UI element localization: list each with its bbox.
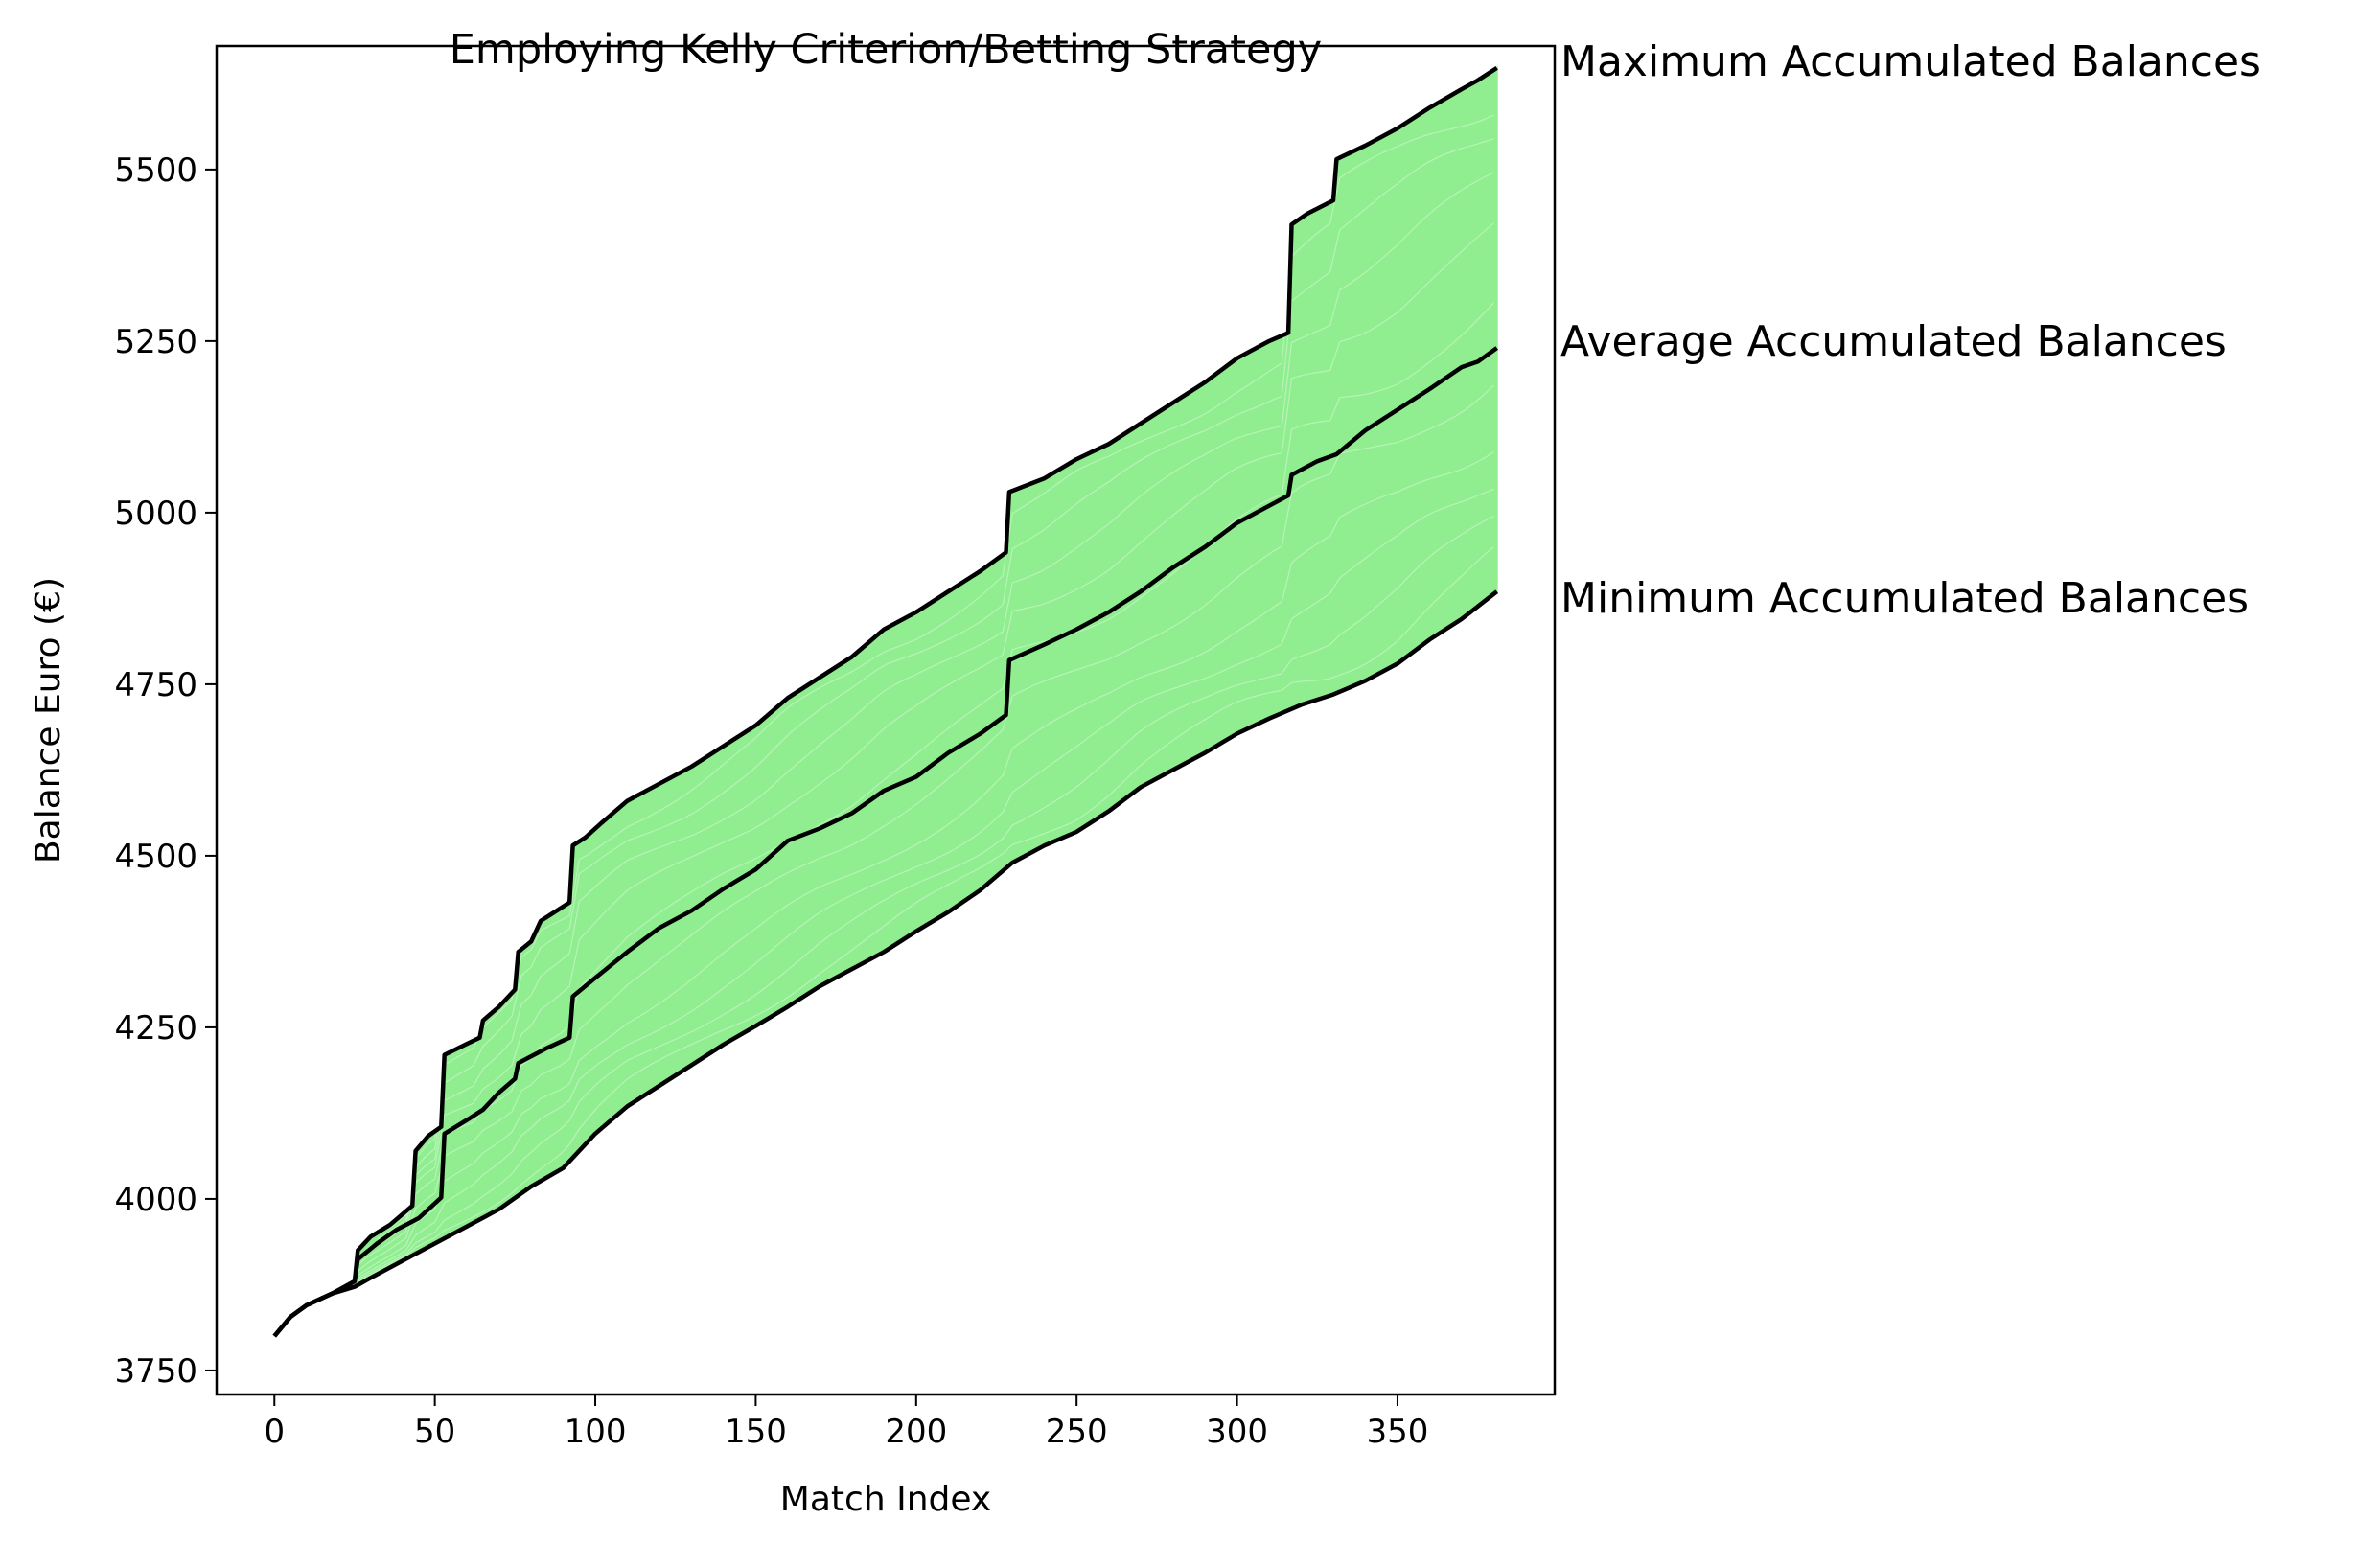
y-tick-label: 4750 <box>114 666 197 704</box>
simulated-path-streak <box>366 172 1494 1249</box>
simulated-path-streak <box>347 302 1494 1287</box>
y-tick-label: 5250 <box>114 323 197 361</box>
y-tick-label: 4250 <box>114 1009 197 1048</box>
y-axis: 3750 4000 4250 4500 4750 5000 5250 5500 <box>114 151 217 1391</box>
simulated-path-streak <box>377 138 1494 1240</box>
x-tick-label: 50 <box>414 1413 455 1451</box>
y-tick-label: 5500 <box>114 151 197 190</box>
max-balance-line <box>272 66 1498 1338</box>
y-tick-label: 3750 <box>114 1352 197 1391</box>
y-axis-title: Balance Euro (€) <box>29 577 68 864</box>
x-tick-label: 350 <box>1367 1413 1429 1451</box>
x-tick-label: 200 <box>885 1413 947 1451</box>
plot-frame <box>215 44 1557 1396</box>
x-tick-label: 0 <box>264 1413 285 1451</box>
x-tick-label: 250 <box>1046 1413 1108 1451</box>
y-tick-label: 4000 <box>114 1181 197 1219</box>
simulated-path-streak <box>328 451 1494 1296</box>
x-tick-label: 300 <box>1206 1413 1268 1451</box>
simulated-path-streak <box>309 515 1494 1304</box>
summary-series-lines <box>272 66 1499 1338</box>
simulated-path-streak <box>299 546 1494 1311</box>
chart-title: Employing Kelly Criterion/Betting Strate… <box>450 26 1322 74</box>
x-tick-label: 100 <box>565 1413 627 1451</box>
x-tick-label: 150 <box>725 1413 787 1451</box>
simulated-path-streak <box>386 114 1494 1232</box>
max-annotation: Maximum Accumulated Balances <box>1560 37 2261 86</box>
series-annotations: Maximum Accumulated Balances Average Accu… <box>1560 37 2261 623</box>
min-annotation: Minimum Accumulated Balances <box>1560 574 2249 623</box>
simulated-path-streak <box>357 222 1494 1261</box>
simulated-path-streak <box>318 488 1494 1301</box>
average-annotation: Average Accumulated Balances <box>1560 317 2227 366</box>
average-balance-line <box>272 346 1499 1338</box>
y-tick-label: 5000 <box>114 495 197 533</box>
x-axis: 0 50 100 150 200 250 300 350 <box>264 1394 1428 1451</box>
simulated-path-streak <box>337 384 1494 1292</box>
x-axis-title: Match Index <box>780 1480 991 1519</box>
min-balance-line <box>272 589 1499 1338</box>
simulated-paths-band <box>273 65 1498 1337</box>
y-tick-label: 4500 <box>114 838 197 876</box>
